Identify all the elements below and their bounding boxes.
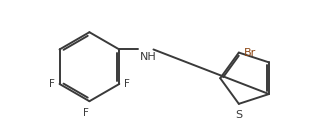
Text: S: S — [235, 110, 243, 120]
Text: F: F — [83, 108, 89, 118]
Text: F: F — [49, 79, 54, 89]
Text: NH: NH — [140, 52, 156, 62]
Text: Br: Br — [244, 48, 256, 58]
Text: F: F — [124, 79, 130, 89]
